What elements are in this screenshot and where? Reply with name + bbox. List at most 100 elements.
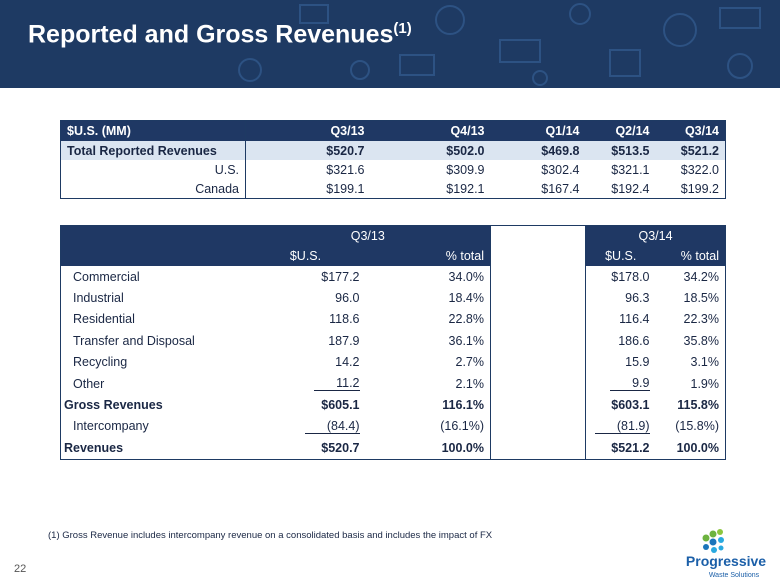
cell: $199.2 [680, 181, 719, 196]
table-row: Revenues $520.7 100.0% $521.2 100.0% [61, 437, 726, 460]
column-header: Q3/13 [245, 120, 371, 141]
gap-cell [490, 437, 586, 460]
gap-cell [490, 330, 586, 352]
cell: 116.1% [442, 398, 484, 413]
header-gap [490, 225, 586, 246]
row-label: Commercial [73, 269, 140, 284]
cell: $302.4 [541, 162, 580, 177]
cell: $520.7 [321, 440, 360, 455]
cell: 3.1% [690, 355, 720, 370]
footnote: (1) Gross Revenue includes intercompany … [48, 530, 493, 541]
gap-cell [490, 351, 586, 373]
cell: $520.7 [245, 141, 371, 160]
cell: 14.2 [335, 355, 360, 370]
cell: 116.4 [619, 312, 650, 327]
underlined-value: 9.9 [610, 377, 650, 392]
row-label: Transfer and Disposal [73, 333, 195, 348]
cell: $192.4 [611, 181, 650, 196]
cell: 22.3% [683, 312, 719, 327]
cell: (81.9) [586, 416, 656, 437]
column-header: Q1/14 [490, 120, 586, 141]
header-row: $U.S. (MM) Q3/13 Q4/13 Q1/14 Q2/14 Q3/14 [60, 120, 726, 141]
cell: $321.1 [611, 162, 650, 177]
row-label: Canada [60, 179, 246, 199]
gross-revenues-table: Q3/13 Q3/14 $U.S.% total $U.S.% total Commer… [60, 225, 726, 460]
cell: 2.7% [455, 355, 485, 370]
cell: $605.1 [321, 398, 360, 413]
cell: 96.3 [625, 291, 650, 306]
cell: 34.2% [683, 269, 719, 284]
row-label: Industrial [73, 291, 124, 306]
cell: $521.2 [655, 141, 726, 160]
subheader: $U.S. [585, 246, 656, 266]
page-number: 22 [14, 563, 27, 575]
table-row: U.S. $321.6 $309.9 $302.4 $321.1 $322.0 [60, 160, 726, 179]
banner-pattern [238, 3, 761, 86]
underlined-value: (84.4) [304, 419, 360, 434]
cell: $603.1 [611, 398, 650, 413]
cell: 100.0% [676, 440, 719, 455]
cell: 186.6 [618, 333, 650, 348]
table-row: Commercial $177.2 34.0% $178.0 34.2% [61, 266, 726, 288]
cell: 36.1% [448, 333, 484, 348]
cell: (84.4) [246, 416, 366, 437]
cell: $177.2 [321, 269, 360, 284]
group-header: Q3/13 [245, 225, 491, 246]
gap-cell [490, 287, 586, 309]
subheader: $U.S. [245, 246, 366, 266]
gap-cell [490, 372, 586, 395]
row-label: Recycling [73, 355, 128, 370]
header-banner: Reported and Gross Revenues(1) [0, 0, 780, 88]
cell: (15.8%) [675, 419, 719, 434]
cell: $309.9 [446, 162, 485, 177]
logo-tagline: Waste Solutions [709, 572, 760, 579]
subheader: % total [365, 246, 491, 266]
logo: Progressive Waste Solutions [686, 529, 766, 579]
table-row: Intercompany (84.4) (16.1%) (81.9) (15.8%) [61, 415, 726, 438]
cell: $178.0 [611, 269, 650, 284]
cell: 115.8% [677, 398, 719, 413]
cell: 35.8% [683, 333, 719, 348]
group-header: Q3/14 [585, 225, 726, 246]
logo-name: Progressive [686, 553, 766, 569]
column-header: Q4/13 [370, 120, 491, 141]
reported-revenues-table: $U.S. (MM) Q3/13 Q4/13 Q1/14 Q2/14 Q3/14 Total… [60, 120, 726, 199]
gap-cell [490, 415, 586, 438]
row-label: Intercompany [73, 419, 149, 434]
table-row: Transfer and Disposal 187.9 36.1% 186.6 35.8… [61, 330, 726, 352]
cell: 118.6 [329, 312, 360, 327]
cell: $469.8 [490, 141, 586, 160]
column-header: Q2/14 [585, 120, 656, 141]
table-row: Canada $199.1 $192.1 $167.4 $192.4 $199.2 [60, 179, 726, 199]
gap-cell [490, 308, 586, 331]
header-gap [490, 246, 586, 266]
cell: 1.9% [690, 376, 720, 391]
cell: 34.0% [448, 269, 484, 284]
cell: $199.1 [326, 181, 365, 196]
cell: 96.0 [335, 291, 360, 306]
cell: 11.2 [246, 373, 366, 394]
cell: (16.1%) [440, 419, 484, 434]
gap-cell [490, 394, 586, 416]
row-label: Other [73, 376, 105, 391]
cell: 2.1% [455, 376, 485, 391]
table-row: Other 11.2 2.1% 9.9 1.9% [61, 372, 726, 395]
group-header-row: Q3/13 Q3/14 [60, 225, 726, 246]
logo-icon [702, 529, 724, 553]
underlined-value: (81.9) [594, 419, 650, 434]
table-row: Total Reported Revenues $520.7 $502.0 $469.… [60, 141, 726, 160]
cell: $521.2 [611, 440, 650, 455]
table-row: Residential 118.6 22.8% 116.4 22.3% [61, 308, 726, 331]
subheader: % total [655, 246, 726, 266]
underlined-value: 11.2 [314, 377, 360, 392]
header-blank [60, 225, 246, 246]
table-row: Gross Revenues $605.1 116.1% $603.1 115.8% [61, 394, 726, 416]
row-label: Residential [73, 312, 135, 327]
row-label: Total Reported Revenues [60, 141, 246, 160]
header-blank [60, 246, 246, 266]
title-superscript: (1) [393, 20, 412, 37]
cell: 18.4% [448, 291, 484, 306]
row-label: Revenues [64, 440, 124, 455]
cell: $321.6 [326, 162, 365, 177]
